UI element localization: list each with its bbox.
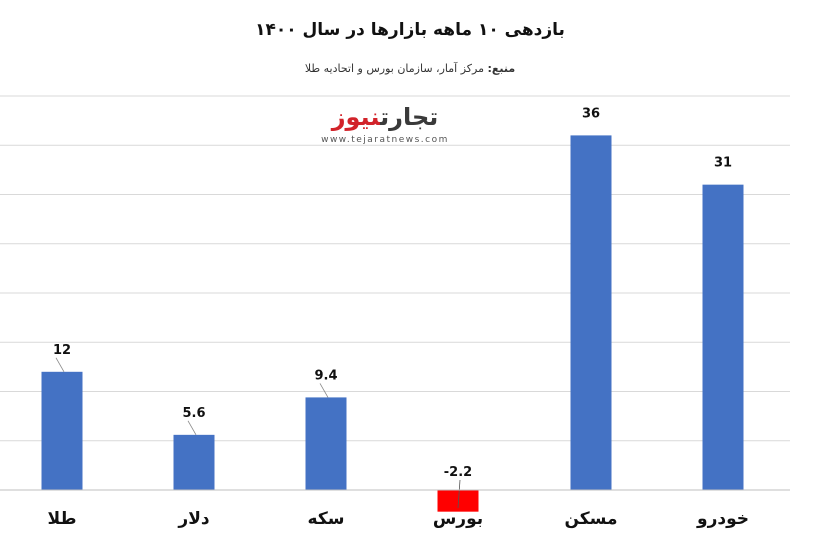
chart-source: منبع: مرکز آمار، سازمان بورس و اتحادیه ط… <box>0 62 820 75</box>
value-label: 5.6 <box>182 406 205 421</box>
gridlines <box>0 95 790 442</box>
leader-line <box>55 357 65 372</box>
category-label: بورس <box>433 509 483 529</box>
value-label: 31 <box>714 156 732 171</box>
category-label: سکه <box>308 509 345 529</box>
category-label: طلا <box>48 509 77 529</box>
bar <box>702 184 744 490</box>
value-label: 12 <box>53 343 71 358</box>
bar <box>305 397 347 490</box>
value-labels: 12 5.6 9.4 -2.2 36 31 <box>53 106 732 480</box>
value-label: -2.2 <box>444 465 472 480</box>
category-label: مسکن <box>564 509 617 529</box>
leader-line <box>187 420 197 436</box>
chart-title: بازدهی ۱۰ ماهه بازارها در سال ۱۴۰۰ <box>255 20 565 40</box>
value-label: 9.4 <box>314 368 337 383</box>
logo-url: www.tejaratnews.com <box>321 135 449 145</box>
source-label: منبع: <box>487 62 516 75</box>
logo-text: تجارتنیوز <box>300 103 470 131</box>
category-label: دلار <box>177 509 209 529</box>
logo-text-part1: تجارت <box>380 103 439 131</box>
value-label: 36 <box>582 106 600 121</box>
bar <box>437 490 479 512</box>
leader-lines <box>55 357 461 509</box>
leader-line <box>457 479 461 509</box>
category-label: خودرو <box>696 509 749 529</box>
bar <box>570 135 612 490</box>
bars <box>41 135 744 512</box>
watermark-logo: تجارتنیوز www.tejaratnews.com <box>300 103 470 153</box>
source-text: مرکز آمار، سازمان بورس و اتحادیه طلا <box>304 62 484 75</box>
leader-line <box>319 383 329 398</box>
logo-text-part2: نیوز <box>331 103 381 131</box>
bar <box>41 371 83 490</box>
category-labels: طلا دلار سکه بورس مسکن خودرو <box>48 509 749 529</box>
bar <box>173 434 215 490</box>
